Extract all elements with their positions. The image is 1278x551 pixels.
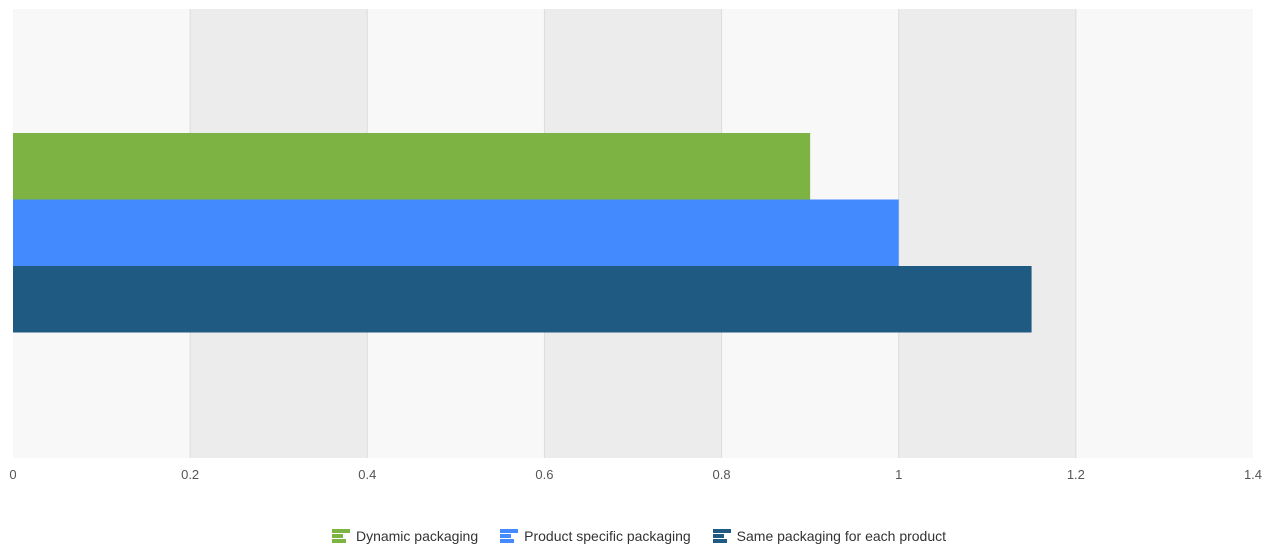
x-tick-label: 1 bbox=[895, 467, 902, 482]
bar-dynamic-packaging[interactable] bbox=[13, 133, 811, 200]
x-tick-label: 0.2 bbox=[181, 467, 199, 482]
legend-bar-icon bbox=[331, 529, 350, 543]
legend-label: Dynamic packaging bbox=[355, 528, 479, 544]
legend: Dynamic packaging Product specific packag… bbox=[0, 528, 1278, 544]
background-band bbox=[898, 9, 1076, 458]
legend-label: Product specific packaging bbox=[524, 528, 691, 544]
x-tick-label: 0.4 bbox=[358, 467, 376, 482]
x-tick-label: 0.6 bbox=[535, 467, 553, 482]
legend-bar-icon bbox=[712, 529, 731, 543]
legend-label: Same packaging for each product bbox=[736, 528, 947, 544]
background-band bbox=[1075, 9, 1253, 458]
x-tick-label: 0 bbox=[9, 467, 16, 482]
x-tick-label: 1.2 bbox=[1067, 467, 1085, 482]
x-tick-label: 1.4 bbox=[1244, 467, 1262, 482]
legend-item[interactable]: Same packaging for each product bbox=[712, 528, 947, 544]
bar-product-specific-packaging[interactable] bbox=[13, 199, 899, 267]
x-tick-label: 0.8 bbox=[713, 467, 731, 482]
bars-group bbox=[13, 133, 1032, 333]
legend-bar-icon bbox=[500, 529, 519, 543]
chart-plot: 0 0.2 0.4 0.6 0.8 1 1.2 1.4 bbox=[9, 9, 1262, 482]
legend-item[interactable]: Product specific packaging bbox=[500, 528, 691, 544]
x-axis-ticks: 0 0.2 0.4 0.6 0.8 1 1.2 1.4 bbox=[9, 467, 1262, 482]
legend-item[interactable]: Dynamic packaging bbox=[331, 528, 479, 544]
bar-same-packaging-for-each-product[interactable] bbox=[13, 266, 1032, 333]
